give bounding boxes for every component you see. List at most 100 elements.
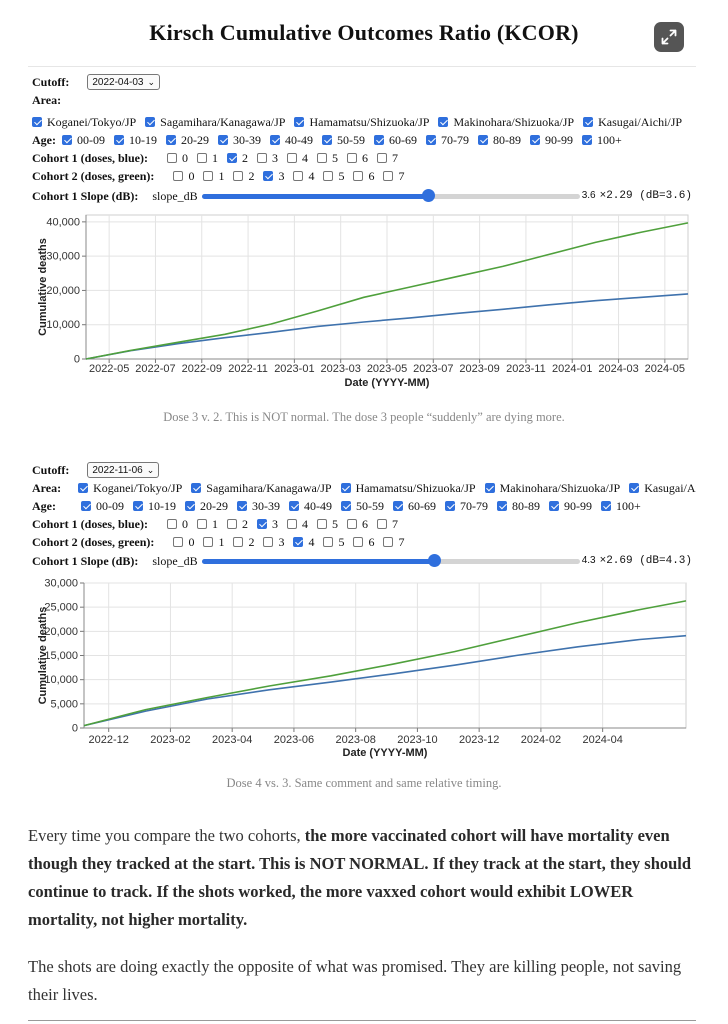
dose-checkbox[interactable] (167, 153, 177, 163)
slider-thumb[interactable] (427, 553, 441, 567)
dose-checkbox[interactable] (263, 171, 274, 181)
cohort2-line (85, 222, 689, 360)
area-checkbox[interactable] (294, 117, 305, 127)
area-checkbox[interactable] (145, 117, 156, 127)
area-checkbox[interactable] (629, 483, 640, 493)
age-checkbox[interactable] (393, 501, 403, 511)
dose-checkbox[interactable] (377, 519, 387, 529)
dose-checkbox[interactable] (233, 537, 244, 547)
age-option-label: 60-69 (408, 499, 436, 513)
age-checkbox[interactable] (582, 135, 592, 145)
age-option-label: 40-49 (285, 133, 313, 147)
cohort1-row: Cohort 1 (doses, blue): 0 1 2 3 4 5 6 7 (32, 150, 696, 166)
slider-fill (201, 558, 434, 564)
area-option-label: Makinohara/Shizuoka/JP (499, 481, 621, 495)
dose-checkbox[interactable] (347, 519, 357, 529)
dose-checkbox[interactable] (383, 171, 394, 181)
age-checkbox[interactable] (166, 135, 176, 145)
dose-checkbox[interactable] (227, 519, 237, 529)
cohort2-label: Cohort 2 (doses, green): (32, 535, 155, 549)
kcor-chart-1: 0 10,000 20,000 30,000 40,000 2022-05 2022-07 2… (37, 214, 689, 389)
age-checkbox[interactable] (133, 501, 143, 511)
dose-checkbox[interactable] (173, 171, 184, 181)
area-checkbox[interactable] (484, 483, 495, 493)
age-checkbox[interactable] (218, 135, 228, 145)
dose-checkbox[interactable] (257, 519, 267, 529)
dose-checkbox[interactable] (257, 153, 267, 163)
cohort2-line (83, 600, 687, 727)
slider-fill (201, 193, 429, 199)
age-checkbox[interactable] (341, 501, 351, 511)
age-checkbox[interactable] (185, 501, 195, 511)
age-option-label: 80-89 (493, 133, 521, 147)
dose-checkbox[interactable] (227, 153, 237, 163)
cutoff-select[interactable]: 2022-04-03 ⌄ (87, 74, 161, 90)
paragraph-1-bold: the more vaccinated cohort will have mor… (28, 826, 692, 929)
age-checkbox[interactable] (62, 135, 72, 145)
age-checkbox[interactable] (114, 135, 124, 145)
dose-checkbox[interactable] (383, 537, 394, 547)
age-checkbox[interactable] (270, 135, 280, 145)
dose-checkbox[interactable] (293, 171, 304, 181)
dose-checkbox[interactable] (197, 153, 207, 163)
age-checkbox[interactable] (237, 501, 247, 511)
area-checkbox[interactable] (32, 117, 42, 127)
dose-checkbox[interactable] (203, 171, 214, 181)
age-checkbox[interactable] (601, 501, 611, 511)
age-option-label: 20-29 (181, 133, 209, 147)
age-checkbox[interactable] (322, 135, 332, 145)
area-checkbox[interactable] (438, 117, 449, 127)
age-checkbox[interactable] (426, 135, 436, 145)
dose-option-label: 0 (188, 169, 195, 183)
dose-checkbox[interactable] (317, 153, 327, 163)
age-checkbox[interactable] (289, 501, 299, 511)
dose-checkbox[interactable] (377, 153, 387, 163)
area-checkbox[interactable] (583, 117, 594, 127)
dose-checkbox[interactable] (293, 537, 304, 547)
dose-checkbox[interactable] (353, 537, 364, 547)
dose-checkbox[interactable] (323, 537, 334, 547)
age-checkbox[interactable] (549, 501, 559, 511)
age-checkbox[interactable] (497, 501, 507, 511)
dose-checkbox[interactable] (203, 537, 214, 547)
area-checkbox[interactable] (78, 483, 89, 493)
age-checkbox[interactable] (81, 501, 91, 511)
dose-checkbox[interactable] (317, 519, 327, 529)
slider-thumb[interactable] (422, 188, 436, 202)
age-checkbox[interactable] (374, 135, 384, 145)
dose-option-label: 0 (182, 517, 188, 531)
expand-button[interactable] (654, 22, 684, 52)
age-option-label: 100+ (597, 133, 622, 147)
dose-checkbox[interactable] (287, 153, 297, 163)
dose-checkbox[interactable] (197, 519, 207, 529)
dose-checkbox[interactable] (263, 537, 274, 547)
dose-checkbox[interactable] (347, 153, 357, 163)
cohort1-line (85, 293, 689, 360)
x-tick-label: 2022-05 (89, 363, 129, 375)
x-tick-label: 2022-07 (135, 363, 175, 375)
age-checkbox[interactable] (530, 135, 540, 145)
dose-checkbox[interactable] (323, 171, 334, 181)
dose-checkbox[interactable] (173, 537, 184, 547)
cutoff-select[interactable]: 2022-11-06 ⌄ (87, 462, 160, 478)
dose-checkbox[interactable] (353, 171, 364, 181)
dose-checkbox[interactable] (167, 519, 177, 529)
slope-row: Cohort 1 Slope (dB): slope_dB 3.6 ×2.29 … (32, 188, 696, 204)
age-option-label: 90-99 (564, 499, 592, 513)
age-option-label: 30-39 (233, 133, 261, 147)
x-tick-label: 2023-07 (413, 363, 453, 375)
slope-slider[interactable] (201, 188, 580, 202)
dose-checkbox[interactable] (233, 171, 244, 181)
paragraph-1-lead: Every time you compare the two cohorts, (28, 826, 305, 845)
area-checkbox[interactable] (191, 483, 202, 493)
cohort2-row: Cohort 2 (doses, green): 0 1 2 3 4 5 6 7 (32, 168, 696, 184)
x-tick-label: 2023-01 (274, 363, 314, 375)
slope-slider[interactable] (201, 553, 580, 567)
dose-checkbox[interactable] (287, 519, 297, 529)
age-checkbox[interactable] (445, 501, 455, 511)
y-tick-label: 15,000 (44, 650, 78, 662)
dose-option-label: 2 (242, 151, 248, 165)
age-checkbox[interactable] (478, 135, 488, 145)
age-option-label: 00-09 (96, 499, 124, 513)
area-checkbox[interactable] (340, 483, 351, 493)
